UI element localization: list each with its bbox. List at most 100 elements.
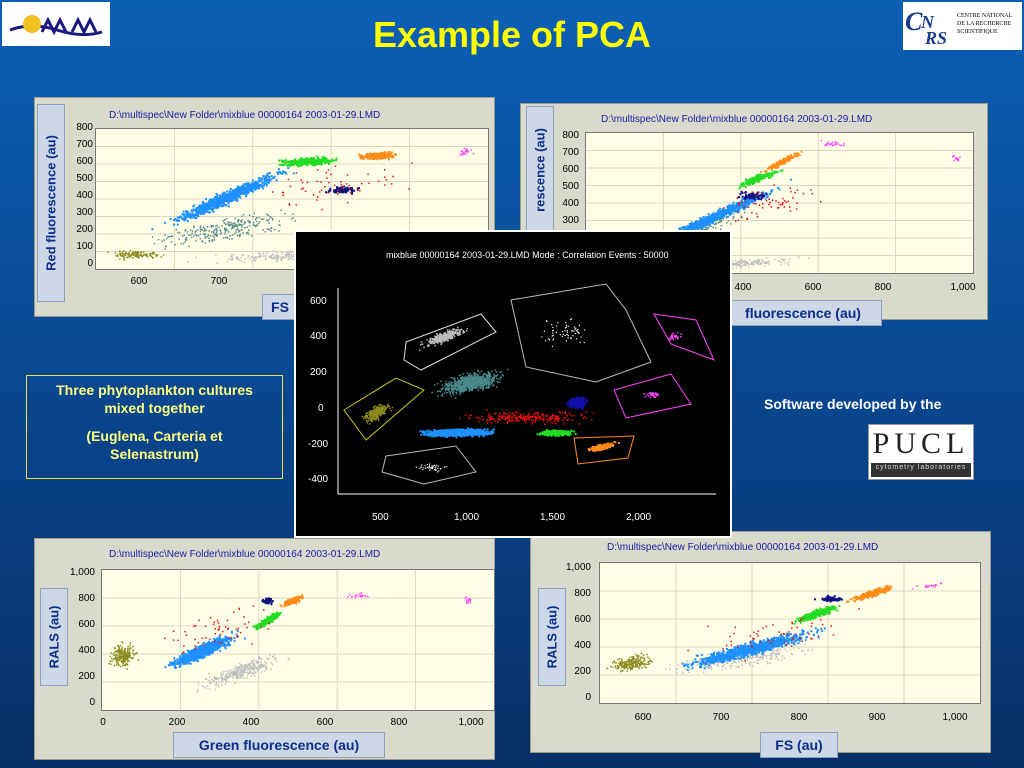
ytick: 700 — [562, 147, 579, 158]
ytick: 800 — [562, 130, 579, 141]
scatter-cluster — [459, 409, 595, 426]
scatter-cluster — [164, 605, 270, 654]
ytick: 800 — [574, 588, 591, 599]
ytick: 0 — [87, 258, 93, 269]
svg-text:C: C — [905, 7, 923, 36]
xtick: 1,000 — [458, 717, 484, 728]
scatter-cluster — [164, 629, 247, 669]
ytick: 600 — [574, 614, 591, 625]
scatter-cluster — [278, 155, 338, 168]
plot-tr-path: D:\multispec\New Folder\mixblue 00000164… — [601, 114, 873, 125]
ytick: 800 — [78, 593, 95, 604]
pca-title: mixblue 00000164 2003-01-29.LMD Mode : C… — [386, 250, 669, 260]
pca-xtick: 2,000 — [626, 512, 652, 523]
ytick: 700 — [76, 139, 93, 150]
ytick: 200 — [574, 666, 591, 677]
svg-text:RS: RS — [924, 28, 947, 48]
xtick: 600 — [130, 276, 148, 287]
ytick: 300 — [76, 207, 93, 218]
pca-ytick: 600 — [310, 296, 327, 307]
pca-ytick: 400 — [310, 331, 327, 342]
pucl-logo-text: PUCL — [872, 427, 970, 460]
scatter-cluster — [737, 190, 768, 201]
xtick: 0 — [100, 717, 106, 728]
xtick: 400 — [242, 717, 260, 728]
ytick: 600 — [78, 619, 95, 630]
ytick: 400 — [78, 645, 95, 656]
cmm-logo-icon — [9, 15, 103, 37]
gate-olive — [343, 377, 425, 441]
plot-br-area — [599, 562, 981, 704]
scatter-cluster — [681, 627, 826, 671]
ytick: 500 — [562, 181, 579, 192]
info-box: Three phytoplankton cultures mixed toget… — [26, 375, 283, 479]
scatter-cluster — [108, 641, 139, 670]
pca-ytick: -400 — [308, 474, 329, 485]
scatter-cluster — [419, 326, 468, 352]
slide-title: Example of PCA — [372, 14, 652, 55]
scatter-cluster — [107, 249, 165, 261]
scatter-cluster — [361, 403, 394, 425]
cnrs-text-line3: SCIENTIFIQUE — [957, 29, 998, 35]
xtick: 700 — [712, 712, 730, 723]
ytick: 1,000 — [69, 567, 95, 578]
plot-bl-scatter — [102, 570, 494, 710]
ytick: 400 — [574, 640, 591, 651]
plot-bl-xlabel: Green fluorescence (au) — [173, 732, 385, 758]
scatter-cluster — [431, 368, 509, 399]
ytick: 1,000 — [565, 562, 591, 573]
scatter-cluster — [419, 427, 495, 439]
scatter-cluster — [358, 150, 397, 161]
pca-xtick: 1,000 — [454, 512, 480, 523]
ytick: 200 — [78, 671, 95, 682]
xtick: 800 — [790, 712, 808, 723]
plot-bl-panel: D:\multispec\New Folder\mixblue 00000164… — [34, 538, 495, 760]
plot-tl-scatter — [96, 129, 488, 269]
cnrs-logo: C N RS CENTRE NATIONAL DE LA RECHERCHE S… — [903, 2, 1022, 50]
xtick: 600 — [316, 717, 334, 728]
scatter-cluster — [151, 209, 297, 250]
plot-br-xlabel: FS (au) — [760, 732, 838, 758]
pca-scatter — [337, 283, 716, 495]
cmm-logo — [2, 2, 110, 46]
scatter-cluster — [459, 147, 475, 156]
xtick: 200 — [168, 717, 186, 728]
scatter-cluster — [279, 594, 305, 608]
cnrs-logo-icon: C N RS — [905, 7, 947, 48]
scatter-cluster — [271, 162, 413, 211]
scatter-cluster — [668, 331, 683, 341]
plot-br-scatter — [600, 563, 980, 703]
plot-bl-ylabel: RALS (au) — [40, 588, 68, 686]
cnrs-text-line1: CENTRE NATIONAL — [957, 13, 1013, 19]
scatter-cluster — [464, 596, 472, 605]
pca-xtick: 500 — [372, 512, 389, 523]
gate-magenta — [653, 313, 715, 361]
scatter-cluster — [606, 652, 653, 673]
ytick: 400 — [562, 198, 579, 209]
scatter-cluster — [687, 608, 860, 662]
xtick: 400 — [734, 282, 752, 293]
scatter-cluster — [325, 185, 360, 195]
pca-axes — [337, 288, 716, 495]
xtick: 600 — [634, 712, 652, 723]
scatter-cluster — [911, 582, 943, 590]
xtick: 900 — [868, 712, 886, 723]
ytick: 0 — [89, 697, 95, 708]
xtick: 600 — [804, 282, 822, 293]
pucl-logo-sub: cytometry laboratories — [875, 464, 967, 471]
xtick: 1,000 — [942, 712, 968, 723]
xtick: 1,000 — [950, 282, 976, 293]
plot-bl-area — [101, 569, 495, 711]
pca-ytick: 200 — [310, 367, 327, 378]
gate-orange — [573, 435, 635, 465]
ytick: 600 — [562, 164, 579, 175]
gate-gray-large — [510, 283, 652, 383]
plot-bl-path: D:\multispec\New Folder\mixblue 00000164… — [109, 549, 381, 560]
scatter-cluster — [643, 392, 660, 399]
scatter-cluster — [261, 597, 274, 606]
info-line2: (Euglena, Carteria et Selenastrum) — [86, 428, 223, 462]
scatter-cluster — [845, 584, 893, 603]
ytick: 200 — [76, 224, 93, 235]
gate-magenta-2 — [613, 373, 692, 419]
plot-tl-area — [95, 128, 489, 270]
